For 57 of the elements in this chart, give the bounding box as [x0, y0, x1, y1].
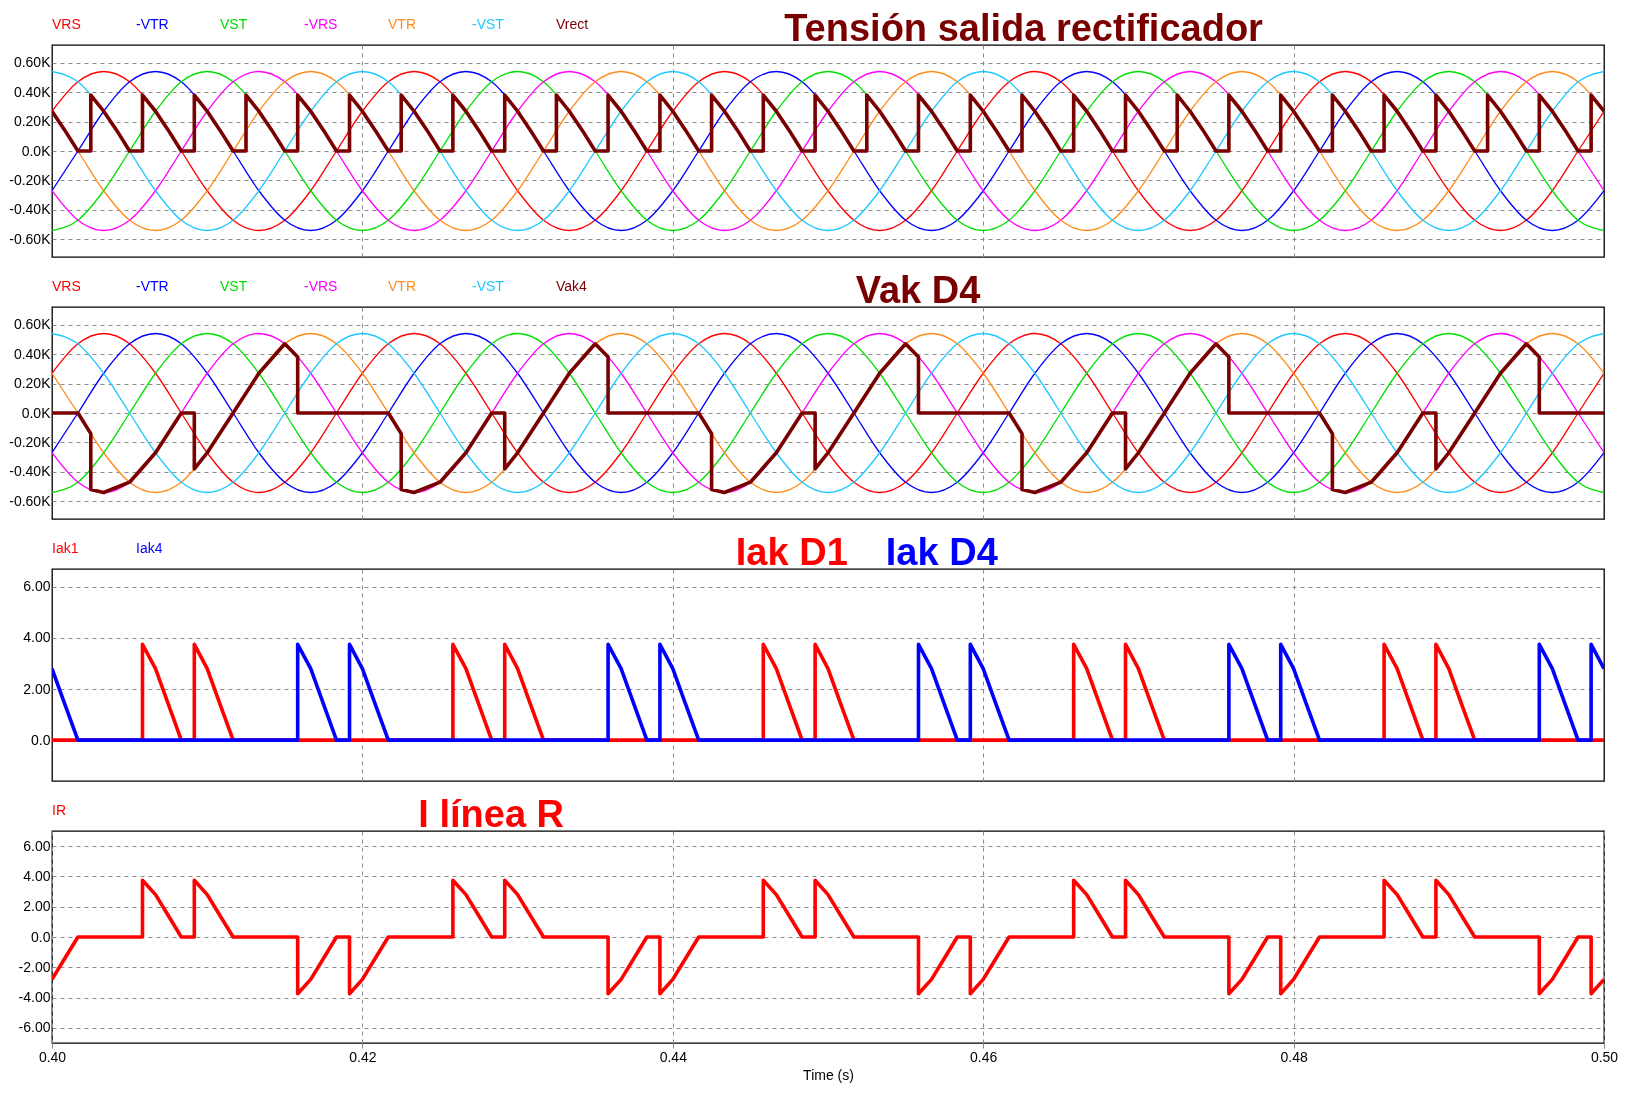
- text: VTR: [388, 278, 416, 294]
- y-tick-label: 6.00: [23, 837, 51, 854]
- text: VRS: [52, 16, 81, 32]
- y-tick-label: 6.00: [23, 578, 51, 595]
- y-tick-label: -6.00: [18, 1019, 51, 1036]
- text: VTR: [388, 16, 416, 32]
- x-axis-title: Time (s): [803, 1066, 854, 1083]
- text: -VST: [472, 16, 505, 32]
- y-tick-label: 0.40K: [13, 83, 52, 100]
- y-tick-label: -0.40K: [9, 201, 52, 218]
- y-tick-label: 0.60K: [13, 316, 52, 333]
- text: Vrect: [556, 16, 589, 32]
- y-tick-label: 0.0: [31, 928, 51, 945]
- y-tick-label: 0.0: [31, 731, 51, 748]
- text: -VTR: [136, 278, 169, 294]
- y-tick-label: -0.40K: [9, 463, 52, 480]
- y-tick-label: -0.20K: [9, 433, 52, 450]
- y-tick-label: 0.20K: [13, 113, 52, 130]
- x-tick-label: 0.44: [659, 1048, 688, 1065]
- y-tick-label: 2.00: [23, 898, 51, 915]
- y-tick-label: -2.00: [18, 958, 51, 975]
- x-tick-label: 0.48: [1280, 1048, 1308, 1065]
- y-tick-label: 0.60K: [13, 54, 52, 71]
- x-tick-label: 0.42: [349, 1048, 377, 1065]
- chart-title: Vak D4: [855, 269, 981, 311]
- y-tick-label: -0.60K: [9, 492, 52, 509]
- x-tick-label: 0.50: [1590, 1048, 1619, 1065]
- x-tick-label: 0.40: [38, 1048, 67, 1065]
- text: Iak1: [52, 540, 79, 556]
- y-tick-label: 2.00: [23, 680, 51, 697]
- y-tick-label: 0.20K: [13, 375, 52, 392]
- line-series: [52, 878, 1604, 996]
- text: -VRS: [304, 16, 338, 32]
- text: VRS: [52, 278, 81, 294]
- annotation: Iak D1: [735, 531, 848, 573]
- y-tick-label: 0.0K: [21, 142, 52, 159]
- y-tick-label: 0.0K: [21, 404, 52, 421]
- chart-title: Tensión salida rectificador: [784, 7, 1264, 49]
- y-tick-label: -0.20K: [9, 171, 52, 188]
- text: VST: [220, 16, 248, 32]
- text: -VST: [472, 278, 505, 294]
- text: -VTR: [136, 16, 169, 32]
- annotation: Iak D4: [885, 531, 998, 573]
- text: VST: [220, 278, 248, 294]
- y-tick-label: 0.40K: [13, 345, 52, 362]
- x-tick-label: 0.46: [970, 1048, 998, 1065]
- line-series: [52, 642, 1604, 742]
- text: Iak4: [136, 540, 163, 556]
- text: Vak4: [556, 278, 588, 294]
- text: -VRS: [304, 278, 338, 294]
- line-series: [52, 93, 1604, 153]
- y-tick-label: 4.00: [23, 867, 51, 884]
- y-tick-label: 4.00: [23, 629, 51, 646]
- y-tick-label: -4.00: [18, 989, 51, 1006]
- text: IR: [52, 802, 66, 818]
- y-tick-label: -0.60K: [9, 230, 52, 247]
- chart-title: I línea R: [418, 793, 565, 835]
